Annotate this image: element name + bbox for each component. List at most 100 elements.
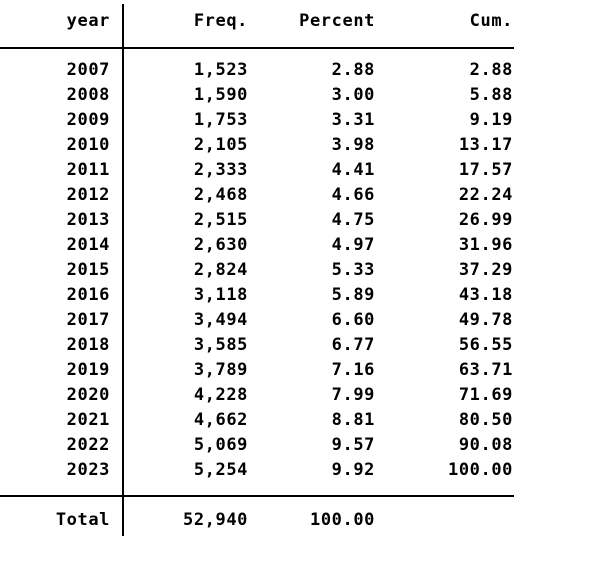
percent-cell: 9.92 [331,460,375,480]
percent-cell: 4.41 [331,160,375,180]
freq-cell: 5,069 [193,435,248,455]
freq-cell: 3,789 [193,360,248,380]
total-separator-line [0,495,514,497]
table-row: 2023 5,254 9.92 100.00 [0,458,514,483]
year-cell: 2023 [66,460,110,480]
year-cell: 2020 [66,385,110,405]
percent-cell: 6.60 [331,310,375,330]
column-header-percent: Percent [299,11,375,31]
total-cum-cell [375,508,513,533]
year-cell: 2012 [66,185,110,205]
column-header-cum: Cum. [469,11,513,31]
table-row: 2022 5,069 9.57 90.08 [0,433,514,458]
table-row: 2016 3,118 5.89 43.18 [0,283,514,308]
cum-cell: 17.57 [458,160,513,180]
year-cell: 2011 [66,160,110,180]
freq-cell: 1,590 [193,85,248,105]
freq-cell: 2,468 [193,185,248,205]
table-row: 2020 4,228 7.99 71.69 [0,383,514,408]
cum-cell: 63.71 [458,360,513,380]
freq-cell: 3,494 [193,310,248,330]
percent-cell: 7.16 [331,360,375,380]
cum-cell: 56.55 [458,335,513,355]
year-cell: 2008 [66,85,110,105]
header-separator-line [0,47,514,49]
year-cell: 2013 [66,210,110,230]
cum-cell: 43.18 [458,285,513,305]
cum-cell: 49.78 [458,310,513,330]
cum-cell: 80.50 [458,410,513,430]
table-row: 2011 2,333 4.41 17.57 [0,158,514,183]
freq-cell: 2,824 [193,260,248,280]
table-row: 2015 2,824 5.33 37.29 [0,258,514,283]
cum-cell: 22.24 [458,185,513,205]
cum-cell: 31.96 [458,235,513,255]
cum-cell: 2.88 [469,60,513,80]
freq-cell: 3,118 [193,285,248,305]
year-cell: 2016 [66,285,110,305]
cum-cell: 37.29 [458,260,513,280]
year-cell: 2015 [66,260,110,280]
year-cell: 2007 [66,60,110,80]
total-label: Total [55,510,110,530]
cum-cell: 71.69 [458,385,513,405]
freq-cell: 2,515 [193,210,248,230]
table-row: 2021 4,662 8.81 80.50 [0,408,514,433]
cum-cell: 90.08 [458,435,513,455]
percent-cell: 5.89 [331,285,375,305]
freq-cell: 1,523 [193,60,248,80]
percent-cell: 5.33 [331,260,375,280]
percent-cell: 3.98 [331,135,375,155]
year-cell: 2014 [66,235,110,255]
year-cell: 2022 [66,435,110,455]
year-cell: 2010 [66,135,110,155]
freq-cell: 2,333 [193,160,248,180]
table-row: 2014 2,630 4.97 31.96 [0,233,514,258]
freq-cell: 2,630 [193,235,248,255]
table-row: 2019 3,789 7.16 63.71 [0,358,514,383]
percent-cell: 3.31 [331,110,375,130]
year-cell: 2017 [66,310,110,330]
percent-cell: 8.81 [331,410,375,430]
percent-cell: 3.00 [331,85,375,105]
percent-cell: 9.57 [331,435,375,455]
percent-cell: 4.97 [331,235,375,255]
table-row: 2009 1,753 3.31 9.19 [0,108,514,133]
cum-cell: 13.17 [458,135,513,155]
table-row: 2008 1,590 3.00 5.88 [0,83,514,108]
cum-cell: 9.19 [469,110,513,130]
percent-cell: 2.88 [331,60,375,80]
cum-cell: 5.88 [469,85,513,105]
total-row: Total 52,940 100.00 [0,508,514,533]
percent-cell: 4.75 [331,210,375,230]
cum-cell: 26.99 [458,210,513,230]
freq-cell: 2,105 [193,135,248,155]
year-cell: 2009 [66,110,110,130]
year-cell: 2021 [66,410,110,430]
year-cell: 2018 [66,335,110,355]
table-row: 2007 1,523 2.88 2.88 [0,58,514,83]
table-header-row: year Freq. Percent Cum. [0,9,514,34]
table-body: 2007 1,523 2.88 2.88 2008 1,590 3.00 5.8… [0,58,514,483]
freq-cell: 4,662 [193,410,248,430]
table-row: 2010 2,105 3.98 13.17 [0,133,514,158]
percent-cell: 7.99 [331,385,375,405]
table-row: 2012 2,468 4.66 22.24 [0,183,514,208]
table-row: 2013 2,515 4.75 26.99 [0,208,514,233]
freq-cell: 5,254 [193,460,248,480]
cum-cell: 100.00 [447,460,513,480]
table-row: 2018 3,585 6.77 56.55 [0,333,514,358]
year-cell: 2019 [66,360,110,380]
column-divider-line [122,4,124,536]
table-row: 2017 3,494 6.60 49.78 [0,308,514,333]
freq-cell: 4,228 [193,385,248,405]
column-header-freq: Freq. [193,11,248,31]
percent-cell: 6.77 [331,335,375,355]
total-freq-cell: 52,940 [182,510,248,530]
freq-cell: 1,753 [193,110,248,130]
total-percent-cell: 100.00 [309,510,375,530]
percent-cell: 4.66 [331,185,375,205]
column-header-year: year [66,11,110,31]
freq-cell: 3,585 [193,335,248,355]
